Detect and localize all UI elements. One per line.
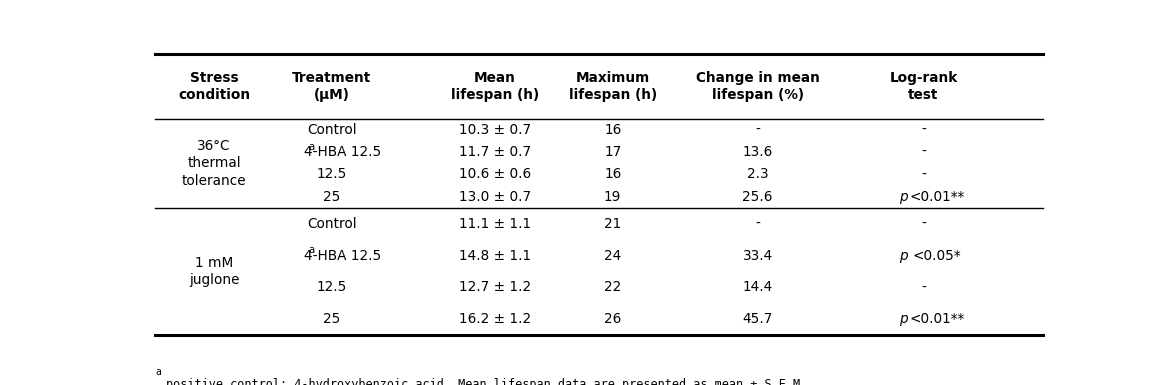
Text: 21: 21 [604, 217, 622, 231]
Text: p: p [899, 249, 908, 263]
Text: Mean
lifespan (h): Mean lifespan (h) [451, 70, 539, 102]
Text: 25: 25 [323, 312, 340, 326]
Text: Control: Control [307, 217, 357, 231]
Text: -: - [921, 280, 926, 295]
Text: 25: 25 [323, 190, 340, 204]
Text: 1 mM
juglone: 1 mM juglone [189, 256, 240, 287]
Text: 16: 16 [604, 123, 622, 137]
Text: Log-rank
test: Log-rank test [890, 70, 957, 102]
Text: 4-HBA 12.5: 4-HBA 12.5 [304, 249, 381, 263]
Text: 24: 24 [604, 249, 622, 263]
Text: 4-HBA 12.5: 4-HBA 12.5 [304, 145, 381, 159]
Text: 2.3: 2.3 [747, 167, 768, 181]
Text: 13.0 ± 0.7: 13.0 ± 0.7 [459, 190, 531, 204]
Text: a: a [155, 367, 161, 377]
Text: 10.3 ± 0.7: 10.3 ± 0.7 [459, 123, 531, 137]
Text: a: a [309, 245, 314, 255]
Text: -: - [921, 123, 926, 137]
Text: 14.8 ± 1.1: 14.8 ± 1.1 [459, 249, 531, 263]
Text: <0.05*: <0.05* [913, 249, 961, 263]
Text: 10.6 ± 0.6: 10.6 ± 0.6 [459, 167, 531, 181]
Text: 17: 17 [604, 145, 622, 159]
Text: 12.5: 12.5 [317, 280, 347, 295]
Text: 16: 16 [604, 167, 622, 181]
Text: 14.4: 14.4 [742, 280, 773, 295]
Text: p: p [899, 190, 908, 204]
Text: 36°C
thermal
tolerance: 36°C thermal tolerance [181, 139, 247, 187]
Text: -: - [755, 217, 760, 231]
Text: p: p [899, 312, 908, 326]
Text: Change in mean
lifespan (%): Change in mean lifespan (%) [696, 70, 819, 102]
Text: -: - [921, 217, 926, 231]
Text: a: a [309, 142, 314, 152]
Text: -: - [921, 167, 926, 181]
Text: <0.01**: <0.01** [909, 312, 964, 326]
Text: 12.7 ± 1.2: 12.7 ± 1.2 [459, 280, 531, 295]
Text: Maximum
lifespan (h): Maximum lifespan (h) [568, 70, 657, 102]
Text: 25.6: 25.6 [742, 190, 773, 204]
Text: 45.7: 45.7 [742, 312, 773, 326]
Text: 11.1 ± 1.1: 11.1 ± 1.1 [459, 217, 531, 231]
Text: Treatment
(μM): Treatment (μM) [292, 70, 372, 102]
Text: 26: 26 [604, 312, 622, 326]
Text: -: - [755, 123, 760, 137]
Text: 13.6: 13.6 [742, 145, 773, 159]
Text: <0.01**: <0.01** [909, 190, 964, 204]
Text: 11.7 ± 0.7: 11.7 ± 0.7 [459, 145, 531, 159]
Text: -: - [921, 145, 926, 159]
Text: Stress
condition: Stress condition [178, 70, 250, 102]
Text: Control: Control [307, 123, 357, 137]
Text: 22: 22 [604, 280, 622, 295]
Text: 19: 19 [604, 190, 622, 204]
Text: 12.5: 12.5 [317, 167, 347, 181]
Text: 33.4: 33.4 [742, 249, 773, 263]
Text: positive control: 4-hydroxybenzoic acid. Mean lifespan data are presented as mea: positive control: 4-hydroxybenzoic acid.… [166, 378, 808, 385]
Text: 16.2 ± 1.2: 16.2 ± 1.2 [459, 312, 531, 326]
